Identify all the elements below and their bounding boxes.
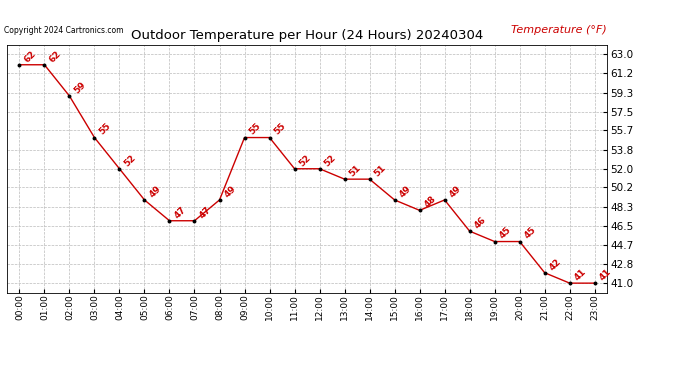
Point <box>589 280 600 286</box>
Text: 42: 42 <box>547 256 563 272</box>
Point <box>189 218 200 224</box>
Point <box>64 93 75 99</box>
Point <box>489 238 500 244</box>
Text: 52: 52 <box>122 153 137 168</box>
Text: 46: 46 <box>473 215 488 230</box>
Text: 47: 47 <box>197 205 213 220</box>
Text: 52: 52 <box>322 153 337 168</box>
Text: 45: 45 <box>522 225 538 241</box>
Point <box>314 166 325 172</box>
Text: 41: 41 <box>573 267 588 282</box>
Point <box>89 135 100 141</box>
Text: 51: 51 <box>373 163 388 178</box>
Point <box>564 280 575 286</box>
Point <box>139 197 150 203</box>
Point <box>39 62 50 68</box>
Point <box>439 197 450 203</box>
Point <box>464 228 475 234</box>
Point <box>339 176 350 182</box>
Text: 55: 55 <box>247 122 262 137</box>
Point <box>539 270 550 276</box>
Point <box>289 166 300 172</box>
Text: 51: 51 <box>347 163 362 178</box>
Point <box>514 238 525 244</box>
Text: 55: 55 <box>273 122 288 137</box>
Text: 49: 49 <box>447 184 463 199</box>
Text: Copyright 2024 Cartronics.com: Copyright 2024 Cartronics.com <box>4 26 124 35</box>
Text: 59: 59 <box>72 80 88 95</box>
Title: Outdoor Temperature per Hour (24 Hours) 20240304: Outdoor Temperature per Hour (24 Hours) … <box>131 30 483 42</box>
Text: Temperature (°F): Temperature (°F) <box>511 25 607 35</box>
Point <box>214 197 225 203</box>
Point <box>264 135 275 141</box>
Text: 62: 62 <box>22 49 37 64</box>
Point <box>114 166 125 172</box>
Point <box>164 218 175 224</box>
Text: 52: 52 <box>297 153 313 168</box>
Text: 49: 49 <box>397 184 413 199</box>
Text: 62: 62 <box>47 49 62 64</box>
Point <box>14 62 25 68</box>
Point <box>389 197 400 203</box>
Text: 49: 49 <box>222 184 237 199</box>
Text: 41: 41 <box>598 267 613 282</box>
Text: 45: 45 <box>497 225 513 241</box>
Point <box>414 207 425 213</box>
Text: 48: 48 <box>422 194 437 210</box>
Text: 47: 47 <box>172 205 188 220</box>
Text: 55: 55 <box>97 122 112 137</box>
Point <box>239 135 250 141</box>
Text: 49: 49 <box>147 184 163 199</box>
Point <box>364 176 375 182</box>
